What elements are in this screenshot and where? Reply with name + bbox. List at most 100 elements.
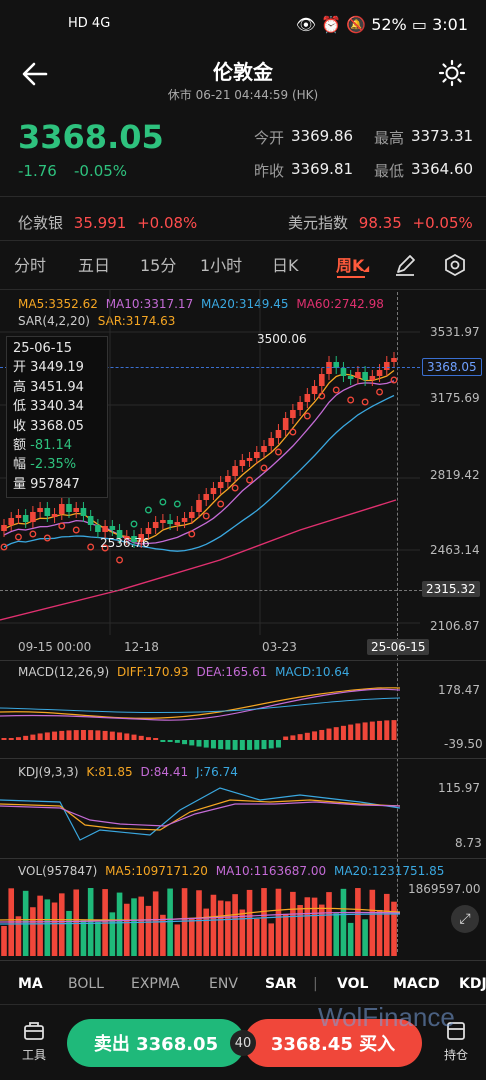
dropdown-triangle-icon[interactable]: ◢ (363, 264, 370, 273)
last-price: 3368.05 (18, 118, 164, 156)
ohlc-high-label: 高 (13, 379, 27, 395)
candle-body (253, 452, 260, 458)
sar-dot (130, 520, 138, 528)
volume-bar (253, 918, 260, 956)
vol-ma20: MA20:1231751.85 (333, 864, 445, 878)
indicator-macd[interactable]: MACD (393, 976, 440, 992)
volume-bar (109, 912, 116, 956)
indicator-settings-icon[interactable] (444, 253, 466, 280)
candle-body (160, 520, 166, 523)
buy-button[interactable]: 3368.45 买入 (244, 1019, 422, 1067)
candle-body (15, 515, 22, 518)
clock: 3:01 (432, 15, 468, 34)
kdj-chart[interactable] (0, 780, 420, 860)
macd-value: MACD:10.64 (275, 665, 350, 679)
macd-bar (312, 731, 318, 740)
y-tick: 2106.87 (430, 619, 480, 633)
tab-minute[interactable]: 分时 (14, 256, 47, 275)
sar-dot (217, 500, 225, 508)
candle-body (217, 482, 224, 488)
divider (0, 960, 486, 961)
macd-bar (23, 735, 29, 740)
indicator-sar[interactable]: SAR (265, 976, 297, 992)
sar-dot (87, 543, 95, 551)
macd-bar (138, 735, 144, 740)
indicator-env[interactable]: ENV (209, 976, 238, 992)
status-bar: HD 4G 👁 ⏰ 🔕 52% ▭ 3:01 (0, 0, 486, 52)
macd-bar (124, 733, 130, 740)
sar-dot (58, 522, 66, 530)
settings-icon[interactable] (438, 59, 466, 87)
sar-dot (376, 388, 384, 396)
related-silver[interactable]: 伦敦银 35.991 +0.08% (18, 212, 197, 233)
indicator-ma[interactable]: MA (18, 976, 43, 992)
tools-button[interactable]: 工具 (14, 1020, 54, 1063)
volume-bar (383, 893, 390, 956)
crosshair-vertical (397, 292, 398, 952)
position-button[interactable]: 持仓 (436, 1020, 476, 1063)
macd-bar (30, 734, 36, 740)
volume-bar (80, 920, 87, 956)
ohlc-amt-row: 额 -81.14 (13, 436, 107, 455)
sar-dot (274, 448, 282, 456)
macd-bar (348, 724, 354, 740)
candle-body (102, 526, 108, 532)
candle-body (73, 508, 80, 512)
indicator-boll[interactable]: BOLL (68, 976, 104, 992)
macd-y-bottom: -39.50 (444, 737, 483, 751)
macd-bar (37, 733, 43, 740)
tab-daily-k[interactable]: 日K (272, 256, 299, 275)
usd-price: 98.35 (358, 214, 402, 232)
vol-legend: VOL(957847) MA5:1097171.20 MA10:1163687.… (18, 864, 444, 878)
volume-bar (160, 914, 166, 956)
low-label: 最低 (374, 162, 405, 180)
related-usd[interactable]: 美元指数 98.35 +0.05% (288, 212, 473, 233)
volume-bar (66, 910, 72, 956)
y-tick: 2463.14 (430, 543, 480, 557)
indicator-separator: | (313, 976, 318, 992)
macd-bar (196, 740, 202, 747)
fullscreen-icon[interactable]: ⤢ (451, 905, 479, 933)
kdj-y-bottom: 8.73 (455, 836, 482, 850)
tab-15min[interactable]: 15分 (140, 256, 177, 275)
indicator-kdj[interactable]: KDJ (459, 976, 486, 992)
sar-dot (361, 398, 369, 406)
kdj-y-top: 115.97 (438, 781, 480, 795)
macd-bar (326, 728, 332, 740)
sar-dot (72, 526, 80, 534)
macd-bar (232, 740, 238, 750)
candlestick-chart[interactable] (0, 290, 486, 660)
macd-bar (167, 740, 173, 742)
sar-params: SAR(4,2,20) (18, 314, 90, 328)
candle-body (66, 504, 72, 512)
macd-bar (102, 730, 108, 740)
ohlc-pct-row: 幅 -2.35% (13, 455, 107, 474)
indicator-expma[interactable]: EXPMA (131, 976, 180, 992)
kdj-j-line (0, 787, 401, 841)
candle-body (326, 362, 332, 374)
macd-chart[interactable] (0, 680, 420, 755)
sell-button[interactable]: 卖出 3368.05 (67, 1019, 245, 1067)
back-icon[interactable] (20, 60, 50, 88)
tab-1hour[interactable]: 1小时 (200, 256, 243, 275)
draw-pen-icon[interactable] (394, 254, 416, 280)
macd-bar (88, 730, 94, 740)
candle-body (376, 370, 383, 376)
candle-body (340, 368, 347, 376)
macd-bar (59, 730, 65, 740)
macd-bar (333, 727, 339, 740)
battery-percent: 52% (371, 15, 407, 34)
macd-bar (319, 729, 325, 740)
macd-bar (268, 740, 274, 749)
indicator-vol[interactable]: VOL (337, 976, 369, 992)
kdj-params: KDJ(9,3,3) (18, 765, 79, 779)
macd-bar (275, 740, 281, 748)
tab-5day[interactable]: 五日 (78, 256, 111, 275)
tab-weekly-k[interactable]: 周K (336, 256, 365, 275)
volume-chart[interactable] (0, 880, 420, 958)
watermark-logo: WolFinance (318, 1002, 455, 1032)
y-tick: 3531.97 (430, 325, 480, 339)
ohlc-date: 25-06-15 (13, 341, 73, 356)
volume-bar (297, 905, 303, 956)
y-tick: 2819.42 (430, 468, 480, 482)
